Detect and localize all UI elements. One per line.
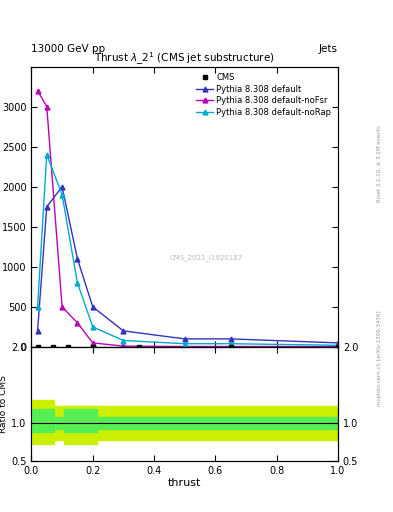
Pythia 8.308 default-noRap [35, 304, 40, 310]
Pythia 8.308 default-noRap [336, 342, 340, 348]
Pythia 8.308 default-noFsr [75, 320, 80, 326]
CMS [51, 344, 55, 350]
Pythia 8.308 default-noFsr [121, 343, 126, 349]
CMS [66, 344, 71, 350]
CMS [90, 344, 95, 350]
Pythia 8.308 default-noFsr [44, 103, 49, 110]
Pythia 8.308 default-noRap [121, 337, 126, 344]
Pythia 8.308 default-noRap [182, 340, 187, 347]
Y-axis label: Ratio to CMS: Ratio to CMS [0, 375, 8, 433]
Pythia 8.308 default-noFsr [60, 304, 64, 310]
Pythia 8.308 default [336, 340, 340, 346]
Pythia 8.308 default-noRap [90, 324, 95, 330]
Pythia 8.308 default-noFsr [35, 88, 40, 94]
CMS [228, 344, 233, 350]
CMS [35, 344, 40, 350]
Line: CMS: CMS [35, 345, 340, 349]
Pythia 8.308 default [35, 328, 40, 334]
Line: Pythia 8.308 default-noFsr: Pythia 8.308 default-noFsr [35, 88, 340, 349]
Pythia 8.308 default-noRap [44, 152, 49, 158]
Pythia 8.308 default [90, 304, 95, 310]
Title: Thrust $\lambda$_2$^1$ (CMS jet substructure): Thrust $\lambda$_2$^1$ (CMS jet substruc… [94, 50, 275, 67]
Text: Jets: Jets [319, 44, 338, 54]
CMS [136, 344, 141, 350]
Legend: CMS, Pythia 8.308 default, Pythia 8.308 default-noFsr, Pythia 8.308 default-noRa: CMS, Pythia 8.308 default, Pythia 8.308 … [194, 71, 334, 119]
Pythia 8.308 default-noRap [60, 191, 64, 198]
Pythia 8.308 default [44, 204, 49, 210]
CMS [336, 344, 340, 350]
Line: Pythia 8.308 default-noRap: Pythia 8.308 default-noRap [35, 152, 340, 348]
Pythia 8.308 default-noFsr [90, 340, 95, 346]
Pythia 8.308 default-noFsr [182, 344, 187, 350]
Pythia 8.308 default-noFsr [336, 344, 340, 350]
Text: 13000 GeV pp: 13000 GeV pp [31, 44, 106, 54]
Bar [31, 406, 338, 439]
Text: CMS_2021_I1920187: CMS_2021_I1920187 [169, 254, 243, 261]
X-axis label: thrust: thrust [168, 478, 201, 488]
Pythia 8.308 default-noRap [75, 280, 80, 286]
Text: mcplots.cern.ch [arXiv:1306.3436]: mcplots.cern.ch [arXiv:1306.3436] [377, 311, 382, 406]
Pythia 8.308 default [121, 328, 126, 334]
Pythia 8.308 default-noRap [228, 340, 233, 347]
Pythia 8.308 default [60, 184, 64, 190]
Bar [31, 417, 338, 429]
Pythia 8.308 default [182, 336, 187, 342]
Line: Pythia 8.308 default: Pythia 8.308 default [35, 184, 340, 345]
Pythia 8.308 default [75, 255, 80, 262]
Pythia 8.308 default-noFsr [228, 344, 233, 350]
Text: Rivet 3.1.10, ≥ 3.2M events: Rivet 3.1.10, ≥ 3.2M events [377, 125, 382, 202]
Pythia 8.308 default [228, 336, 233, 342]
